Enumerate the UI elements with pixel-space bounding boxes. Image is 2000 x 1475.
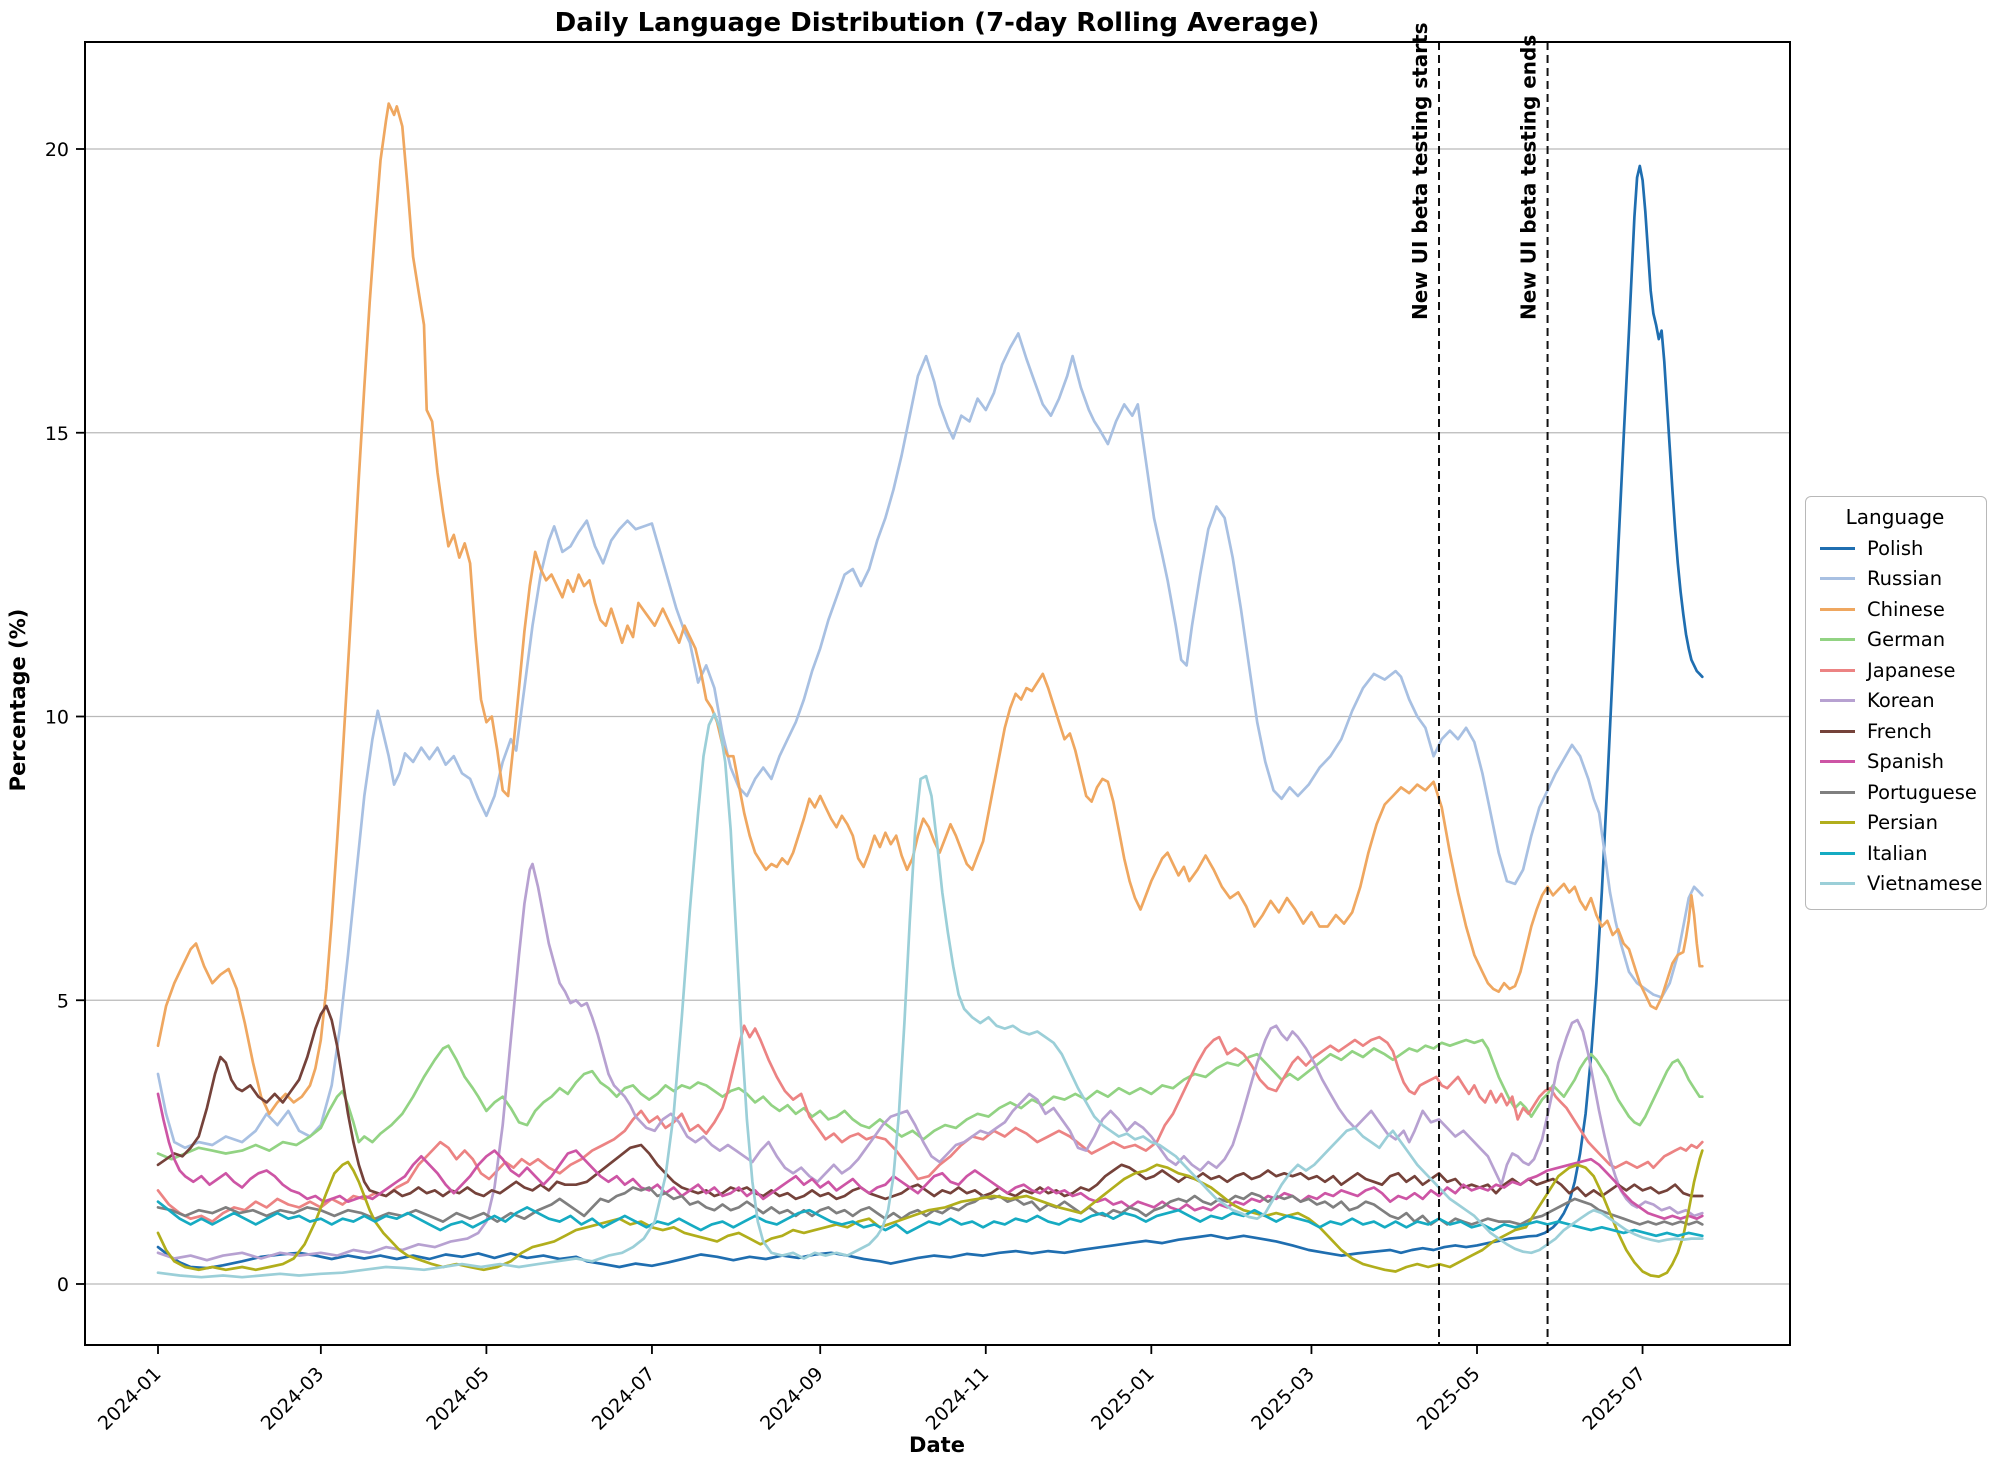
y-tick-label-15: 15 — [45, 423, 69, 445]
legend-label-polish: Polish — [1867, 536, 1924, 560]
annotation-label-2: New UI beta testing ends — [1517, 35, 1541, 320]
legend-item-persian: Persian — [1820, 808, 1970, 839]
legend-item-vietnamese: Vietnamese — [1820, 869, 1982, 900]
legend-item-portuguese: Portuguese — [1820, 777, 1977, 808]
series-line-persian — [156, 1149, 1704, 1278]
legend-item-spanish: Spanish — [1820, 747, 1970, 778]
x-tick-label-2025-07: 2025-07 — [1578, 1363, 1650, 1435]
legend-swatch-polish — [1820, 546, 1855, 550]
legend-item-polish: Polish — [1820, 533, 1970, 564]
series-line-chinese — [156, 102, 1704, 1116]
y-tick-label-20: 20 — [45, 139, 69, 161]
axis-ticks: 0 5 10 15 20 2024-01 2024-03 2024-05 2024-07 2024… — [45, 139, 1650, 1435]
x-tick-label-2024-09: 2024-09 — [756, 1363, 828, 1435]
legend-swatch-chinese — [1820, 607, 1855, 611]
legend-label-russian: Russian — [1867, 567, 1943, 591]
series-line-russian — [156, 332, 1704, 1150]
series-line-french — [156, 1004, 1704, 1201]
y-tick-label-0: 0 — [57, 1274, 69, 1296]
legend-swatch-portuguese — [1820, 790, 1855, 794]
series-line-spanish — [156, 1092, 1704, 1221]
plot-border — [84, 41, 1791, 1346]
legend-item-italian: Italian — [1820, 838, 1970, 869]
axes-frame — [84, 41, 1791, 1346]
legend-label-german: German — [1867, 628, 1946, 652]
series-lines — [156, 102, 1704, 1279]
series-line-polish — [156, 164, 1704, 1270]
x-tick-label-2024-07: 2024-07 — [588, 1363, 660, 1435]
y-tick-label-5: 5 — [57, 990, 69, 1012]
legend-swatch-german — [1820, 638, 1855, 642]
x-axis-label: Date — [909, 1433, 965, 1457]
annotation-label-1: New UI beta testing starts — [1408, 22, 1432, 320]
legend-swatch-vietnamese — [1820, 882, 1855, 886]
legend-items: Polish Russian Chinese German Japanese Korean… — [1820, 533, 1982, 900]
legend-swatch-persian — [1820, 821, 1855, 825]
legend-label-korean: Korean — [1867, 689, 1935, 713]
x-tick-label-2025-05: 2025-05 — [1413, 1363, 1485, 1435]
legend-item-korean: Korean — [1820, 686, 1970, 717]
legend-label-persian: Persian — [1867, 811, 1938, 835]
legend-swatch-french — [1820, 729, 1855, 733]
y-axis-label: Percentage (%) — [6, 609, 30, 792]
legend-item-german: German — [1820, 625, 1970, 656]
series-line-korean — [156, 862, 1704, 1262]
legend-label-japanese: Japanese — [1867, 658, 1956, 682]
legend-label-spanish: Spanish — [1867, 750, 1945, 774]
legend-label-italian: Italian — [1867, 841, 1928, 865]
gridlines — [85, 148, 1790, 1285]
legend-label-portuguese: Portuguese — [1867, 780, 1977, 804]
x-tick-label-2024-03: 2024-03 — [257, 1363, 329, 1435]
legend-label-chinese: Chinese — [1867, 597, 1945, 621]
x-tick-label-2024-05: 2024-05 — [422, 1363, 494, 1435]
x-tick-label-2024-01: 2024-01 — [94, 1363, 166, 1435]
legend-swatch-korean — [1820, 699, 1855, 703]
chart-title: Daily Language Distribution (7-day Rolli… — [555, 8, 1320, 38]
series-line-japanese — [156, 1024, 1704, 1223]
legend-swatch-japanese — [1820, 668, 1855, 672]
x-tick-label-2025-01: 2025-01 — [1087, 1363, 1159, 1435]
legend-title: Language — [1845, 505, 1945, 529]
legend-item-chinese: Chinese — [1820, 594, 1970, 625]
annotation-lines: New UI beta testing starts New UI beta te… — [1408, 22, 1549, 1345]
x-tick-label-2024-11: 2024-11 — [922, 1363, 994, 1435]
legend-swatch-italian — [1820, 851, 1855, 855]
legend-item-russian: Russian — [1820, 564, 1970, 595]
legend-label-french: French — [1867, 719, 1932, 743]
legend-item-japanese: Japanese — [1820, 655, 1970, 686]
legend-item-french: French — [1820, 716, 1970, 747]
x-tick-label-2025-03: 2025-03 — [1247, 1363, 1319, 1435]
series-line-german — [156, 1038, 1704, 1161]
series-line-italian — [156, 1200, 1704, 1238]
y-tick-label-10: 10 — [45, 707, 69, 729]
legend-swatch-spanish — [1820, 760, 1855, 764]
legend-label-vietnamese: Vietnamese — [1867, 872, 1983, 896]
legend: Language Polish Russian Chinese German Japan… — [1805, 496, 1987, 910]
series-line-vietnamese — [156, 712, 1704, 1279]
legend-swatch-russian — [1820, 577, 1855, 581]
